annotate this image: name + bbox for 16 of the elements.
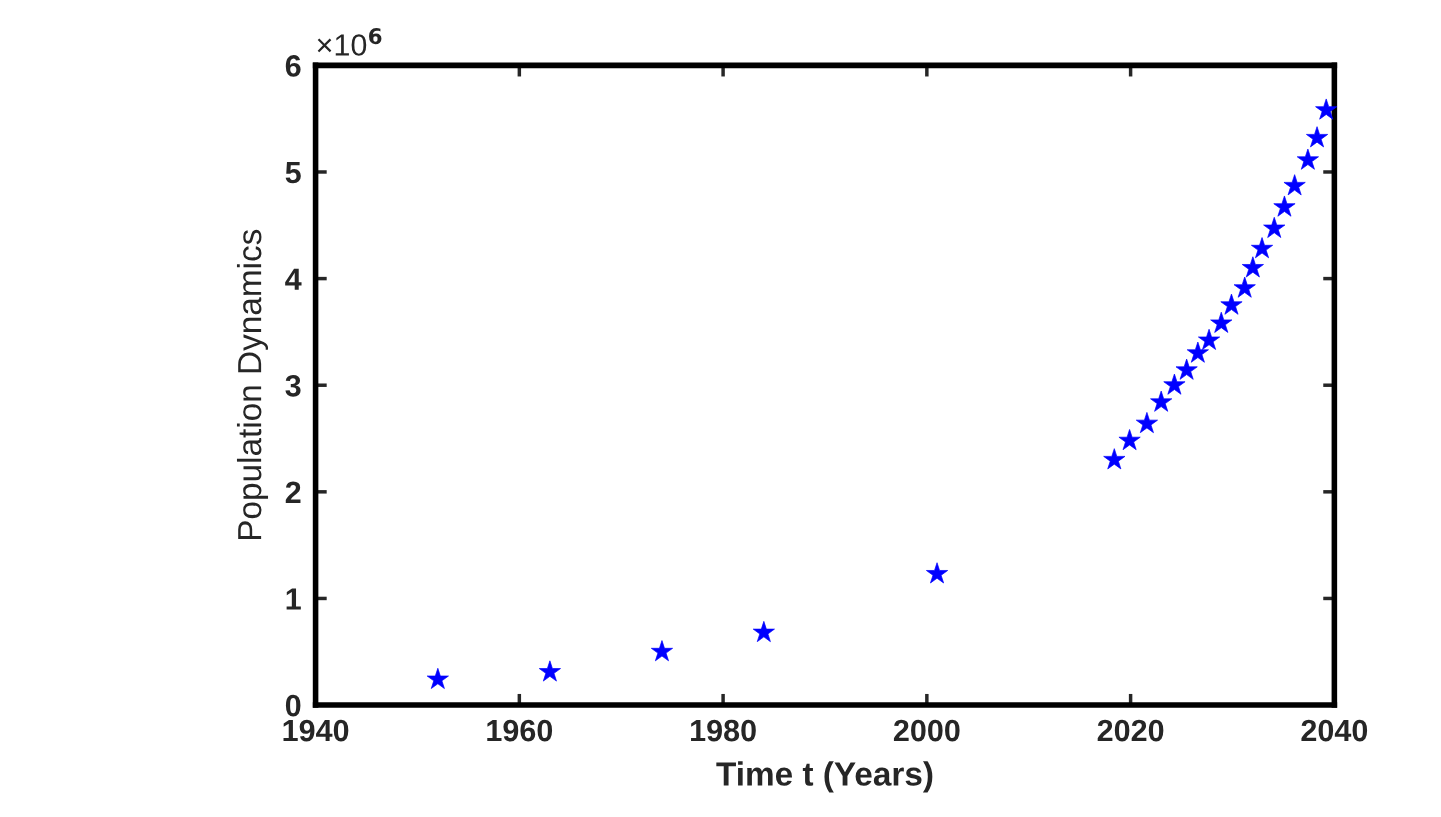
y-axis-title: Population Dynamics bbox=[236, 229, 269, 540]
x-tick-label: 2000 bbox=[893, 719, 960, 742]
x-axis-title: Time t (Years) bbox=[716, 761, 933, 793]
y-tick-label: 4 bbox=[285, 268, 302, 290]
x-tick-label: 1940 bbox=[283, 719, 349, 742]
y-tick-label: 0 bbox=[285, 694, 301, 717]
y-tick-label: 6 bbox=[285, 55, 301, 77]
y-tick-label: 5 bbox=[285, 162, 301, 184]
y-tick-label: 1 bbox=[286, 588, 301, 610]
x-tick-label: 2020 bbox=[1097, 719, 1164, 742]
x-tick-label: 2040 bbox=[1301, 719, 1368, 742]
text: ×10$^{6}$ bbox=[317, 28, 382, 56]
x-tick-label: 1980 bbox=[691, 719, 756, 742]
y-tick-label: 2 bbox=[285, 481, 301, 503]
y-tick-label: 3 bbox=[285, 374, 301, 397]
x-tick-label: 1960 bbox=[487, 719, 553, 742]
